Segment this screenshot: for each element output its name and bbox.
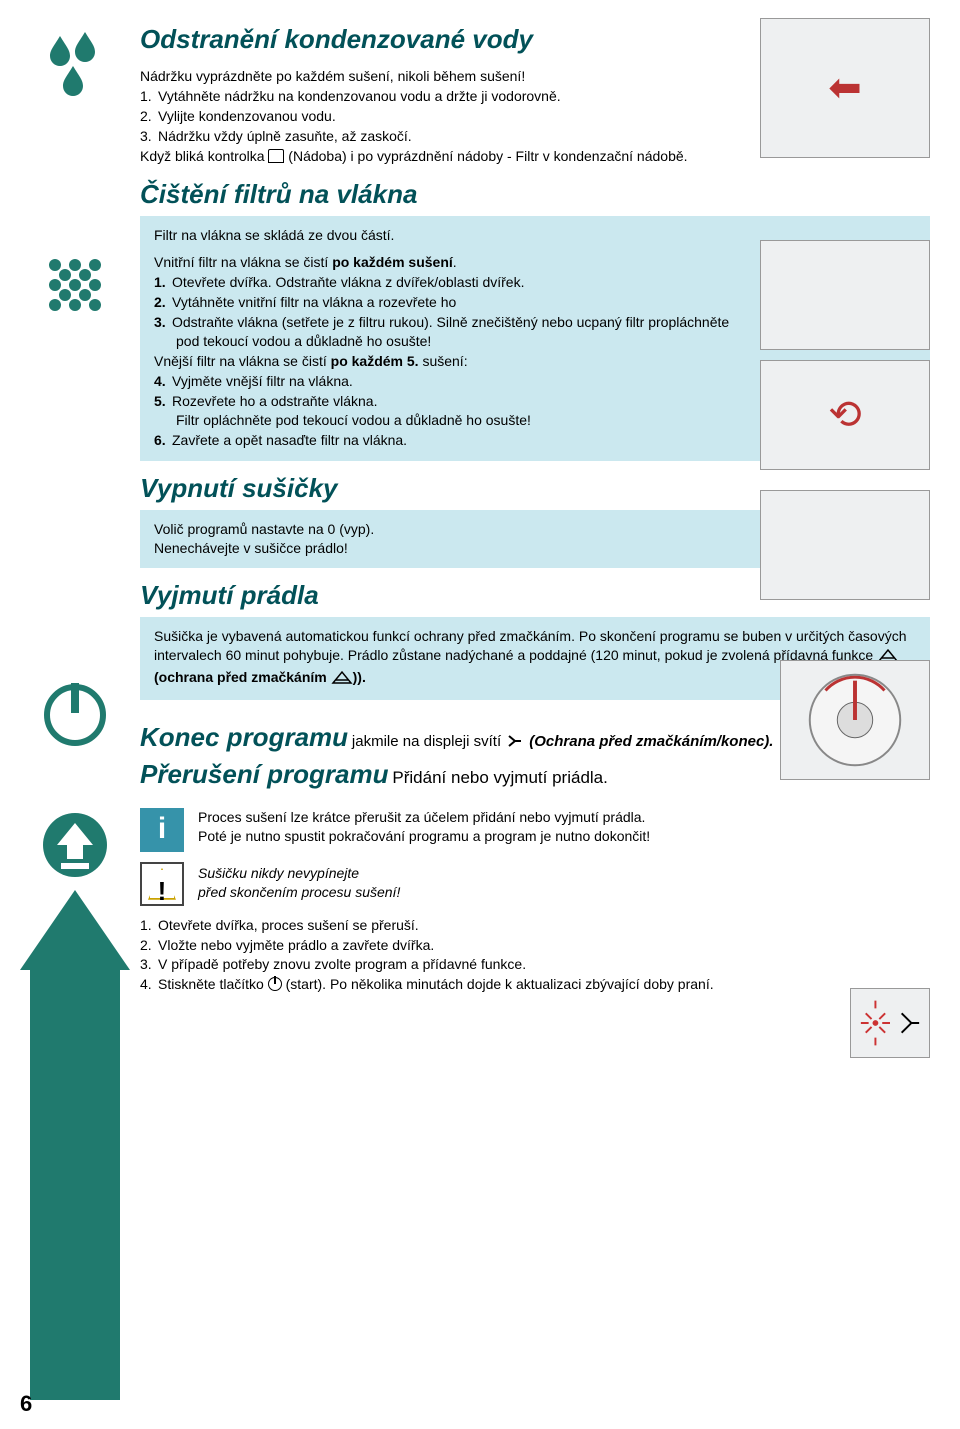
container-icon: [268, 149, 284, 163]
s6-step-1: 1.Otevřete dvířka, proces sušení se přer…: [140, 916, 930, 935]
droplets-icon: [30, 18, 120, 108]
s1-step-3: 3.Nádržku vždy úplně zasuňte, až zaskočí…: [140, 127, 730, 146]
end-symbol-icon: [505, 734, 525, 748]
title-end-program: Konec programu: [140, 722, 348, 752]
s2-step-6: 6.Zavřete a opět nasaďte filtr na vlákna…: [154, 431, 730, 450]
figure-filter-1: [760, 240, 930, 350]
s1-step-2: 2.Vylijte kondenzovanou vodu.: [140, 107, 730, 126]
s2-step-3: 3.Odstraňte vlákna (setřete je z filtru …: [154, 313, 730, 351]
figure-display-symbol: [850, 988, 930, 1058]
s2-step-1: 1.Otevřete dvířka. Odstraňte vlákna z dv…: [154, 273, 730, 292]
s1-step-1: 1.Vytáhněte nádržku na kondenzovanou vod…: [140, 87, 730, 106]
info-icon: i: [140, 808, 184, 852]
warning-icon: [140, 862, 184, 906]
figure-dial: [780, 660, 930, 780]
filter-dots-icon: [30, 240, 120, 330]
eject-icon: [30, 800, 120, 890]
s2-step-2: 2.Vytáhněte vnitřní filtr na vlákna a ro…: [154, 293, 730, 312]
s6-step-3: 3.V případě potřeby znovu zvolte program…: [140, 955, 930, 974]
s6-step-4: 4.Stiskněte tlačítko (start). Po několik…: [140, 975, 930, 994]
power-icon: [30, 670, 120, 760]
figure-condensate-tank: ⬅: [760, 18, 930, 158]
up-arrow-bar: [30, 960, 120, 1400]
start-button-icon: [268, 977, 282, 991]
section-interrupt: i Proces sušení lze krátce přerušit za ú…: [140, 790, 930, 1004]
figure-filter-3: [760, 490, 930, 600]
figure-filter-2: ⟲: [760, 360, 930, 470]
s6-step-2: 2.Vložte nebo vyjměte prádlo a zavřete d…: [140, 936, 930, 955]
page-number: 6: [20, 1391, 32, 1417]
title-filter: Čištění filtrů na vlákna: [140, 179, 930, 210]
title-interrupt: Přerušení programu: [140, 759, 389, 789]
anticrease-icon: [331, 669, 353, 690]
s2-step-4: 4.Vyjměte vnější filtr na vlákna.: [154, 372, 730, 391]
s2-step-5: 5.Rozevřete ho a odstraňte vlákna.: [154, 392, 730, 411]
